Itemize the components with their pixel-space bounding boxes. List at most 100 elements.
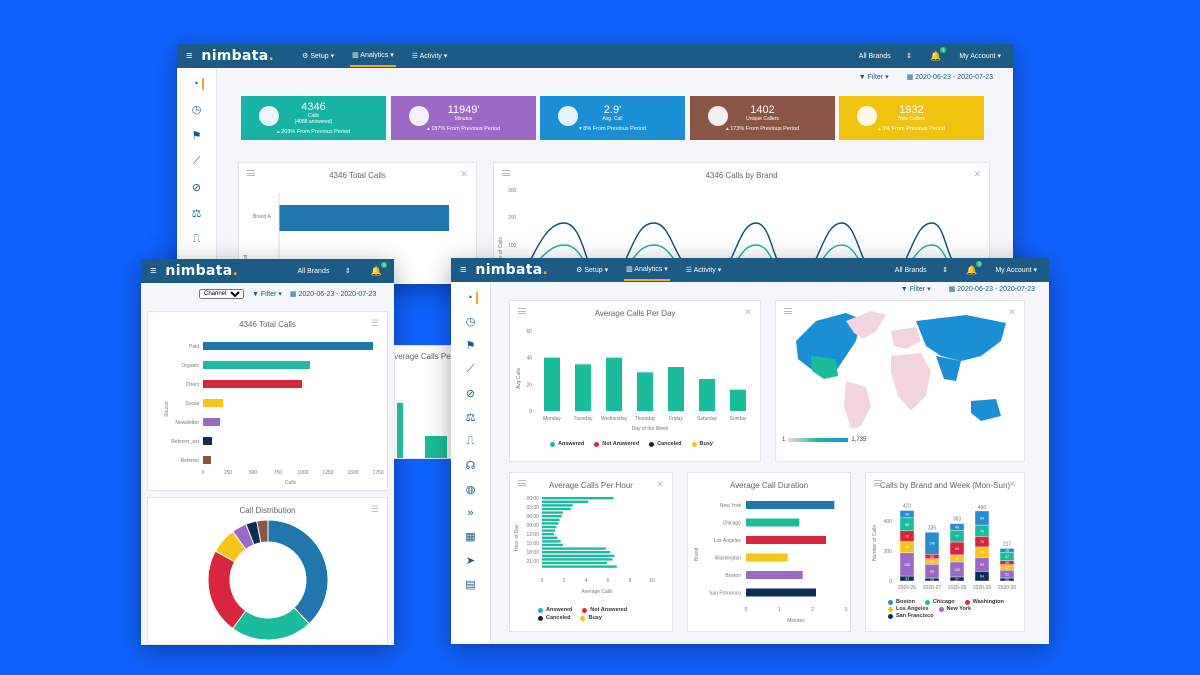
pulse-icon[interactable]: ⎍ <box>192 233 201 245</box>
filter-button[interactable]: ▼ Filter ▾ <box>900 286 931 293</box>
map-south-america[interactable] <box>844 381 871 429</box>
close-icon[interactable]: ✕ <box>656 479 664 489</box>
brand-selector[interactable]: All Brands ⇕ <box>858 53 913 60</box>
navigation-icon[interactable]: ➤ <box>465 555 476 567</box>
trend-icon[interactable]: ⟋ <box>192 155 201 167</box>
map-greenland[interactable] <box>846 311 886 339</box>
legend-item[interactable]: Washington <box>964 599 1004 605</box>
menu-analytics[interactable]: ▥ Analytics ▾ <box>350 45 396 67</box>
source-bar[interactable] <box>203 361 310 369</box>
donut-slice[interactable] <box>256 519 269 544</box>
menu-activity[interactable]: ☰ Activity ▾ <box>685 267 722 274</box>
drag-handle-icon[interactable] <box>518 308 526 314</box>
map-australia[interactable] <box>971 399 1001 421</box>
hamburger-icon[interactable]: ≡ <box>150 265 157 277</box>
flag-icon[interactable]: ⚑ <box>191 130 202 142</box>
map-usa[interactable] <box>811 356 838 379</box>
day-bar[interactable] <box>668 367 684 411</box>
source-bar[interactable] <box>203 342 373 350</box>
table-icon[interactable]: ▦ <box>465 531 476 543</box>
day-bar[interactable] <box>699 379 715 411</box>
legend-item[interactable]: San Francisco <box>888 613 934 619</box>
flag-icon[interactable]: ⚑ <box>465 340 476 352</box>
hamburger-icon[interactable]: ≡ <box>460 264 467 276</box>
brand-selector[interactable]: All Brands ⇕ <box>894 267 949 274</box>
kpi-card[interactable]: 11949' Minutes ▴ 187% From Previous Period <box>391 96 536 140</box>
source-bar[interactable] <box>203 437 212 445</box>
map-europe[interactable] <box>891 327 921 349</box>
logo[interactable]: nimbata. <box>475 262 549 278</box>
hour-bar[interactable] <box>542 522 559 525</box>
balance-icon[interactable]: ⚖ <box>191 208 202 220</box>
hour-bar[interactable] <box>542 533 555 536</box>
peek-bar[interactable] <box>397 403 403 458</box>
duration-bar[interactable] <box>746 571 803 579</box>
day-bar[interactable] <box>730 389 746 411</box>
map-africa[interactable] <box>891 353 931 411</box>
block-icon[interactable]: ⊘ <box>465 388 476 400</box>
menu-setup[interactable]: ⚙ Setup ▾ <box>302 53 335 60</box>
trend-icon[interactable]: ⟋ <box>466 363 475 375</box>
legend-item[interactable]: Busy <box>580 615 602 621</box>
account-menu[interactable]: My Account ▾ <box>959 53 1001 60</box>
hour-bar[interactable] <box>542 551 611 554</box>
document-icon[interactable]: ▤ <box>465 579 476 591</box>
kpi-card[interactable]: 1932 New Callers ▴ 0% From Previous Period <box>839 96 984 140</box>
date-range[interactable]: ▦ 2020-06-23 - 2020-07-23 <box>289 291 377 298</box>
hour-bar[interactable] <box>542 561 607 565</box>
menu-activity[interactable]: ☰ Activity ▾ <box>411 53 448 60</box>
logo[interactable]: nimbata. <box>201 48 275 64</box>
legend-item[interactable]: Canceled <box>649 441 682 447</box>
menu-icon[interactable]: ☰ <box>370 504 379 514</box>
source-bar[interactable] <box>203 380 302 388</box>
brand-a-bar[interactable] <box>279 205 449 231</box>
balance-icon[interactable]: ⚖ <box>465 412 476 424</box>
date-range[interactable]: ▦ 2020-06-23 - 2020-07-23 <box>906 74 993 81</box>
duration-bar[interactable] <box>746 518 800 527</box>
date-range[interactable]: ▦ 2020-06-23 - 2020-07-23 <box>948 286 1035 293</box>
menu-analytics[interactable]: ▥ Analytics ▾ <box>624 259 670 281</box>
hour-bar[interactable] <box>542 500 589 503</box>
legend-item[interactable]: Answered <box>550 441 584 447</box>
day-bar[interactable] <box>575 364 591 411</box>
kpi-card[interactable]: 2.9' Avg. Call ▾ 8% From Previous Period <box>540 96 685 140</box>
source-bar[interactable] <box>203 399 223 407</box>
dashboard-icon[interactable]: ◔ <box>190 78 204 90</box>
drag-handle-icon[interactable] <box>784 308 792 314</box>
hour-bar[interactable] <box>542 536 558 539</box>
source-bar[interactable] <box>203 418 220 426</box>
legend-item[interactable]: New York <box>938 606 971 612</box>
donut-slice[interactable] <box>267 519 329 625</box>
globe-icon[interactable]: ◍ <box>465 484 476 496</box>
stack-segment[interactable] <box>974 510 990 526</box>
close-icon[interactable]: ✕ <box>460 169 468 179</box>
filter-button[interactable]: ▼ Filter ▾ <box>252 291 282 298</box>
filter-button[interactable]: ▼ Filter ▾ <box>858 74 889 81</box>
close-icon[interactable]: ✕ <box>1008 479 1016 489</box>
duration-bar[interactable] <box>746 536 826 544</box>
close-icon[interactable]: ✕ <box>973 169 981 179</box>
hour-bar[interactable] <box>542 540 561 543</box>
map-asia[interactable] <box>916 315 1006 361</box>
hour-bar[interactable] <box>542 497 614 500</box>
hour-bar[interactable] <box>542 504 573 507</box>
hour-bar[interactable] <box>542 525 557 529</box>
duration-bar[interactable] <box>746 501 835 509</box>
hour-bar[interactable] <box>542 507 571 511</box>
legend-item[interactable]: Boston <box>888 599 915 605</box>
kpi-card[interactable]: 1402 Unique Callers ▴ 173% From Previous P… <box>690 96 835 140</box>
legend-item[interactable]: Los Angeles <box>888 606 929 612</box>
logo[interactable]: nimbata. <box>165 263 239 279</box>
duration-bar[interactable] <box>746 588 816 597</box>
stack-segment[interactable] <box>924 532 940 555</box>
hamburger-icon[interactable]: ≡ <box>186 50 193 62</box>
double-chevron-icon[interactable]: » <box>467 507 474 519</box>
source-bar[interactable] <box>203 456 211 464</box>
hour-bar[interactable] <box>542 529 556 532</box>
legend-item[interactable]: Canceled <box>538 615 570 621</box>
pulse-icon[interactable]: ⎍ <box>466 435 475 447</box>
drag-handle-icon[interactable] <box>518 480 526 486</box>
drag-handle-icon[interactable] <box>874 480 882 486</box>
bell-icon[interactable]: 🔔 1 <box>966 260 983 275</box>
hour-bar[interactable] <box>542 511 563 514</box>
